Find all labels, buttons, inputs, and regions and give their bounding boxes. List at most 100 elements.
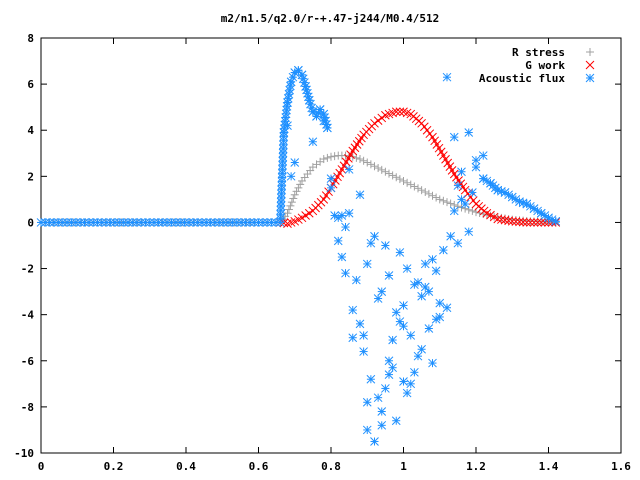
data-point xyxy=(460,185,470,195)
data-point xyxy=(395,248,405,257)
data-point xyxy=(286,171,296,181)
data-point xyxy=(279,218,289,228)
data-point xyxy=(356,155,364,164)
data-point xyxy=(395,317,405,326)
legend-marker xyxy=(585,60,595,70)
data-point xyxy=(466,192,475,202)
data-point xyxy=(457,195,466,204)
data-point xyxy=(373,294,383,303)
data-point xyxy=(319,195,329,204)
data-point xyxy=(323,153,332,162)
data-point xyxy=(533,218,542,227)
data-point xyxy=(366,238,376,248)
data-point xyxy=(381,241,390,250)
data-point xyxy=(370,162,379,171)
data-point xyxy=(359,331,368,340)
data-point xyxy=(290,190,299,199)
data-point xyxy=(277,177,287,186)
data-point xyxy=(286,77,296,87)
data-series xyxy=(36,65,561,446)
legend-label: G work xyxy=(525,59,565,72)
data-point xyxy=(399,321,408,331)
data-point xyxy=(391,308,401,317)
data-point xyxy=(278,156,288,166)
data-point xyxy=(362,425,372,435)
data-point xyxy=(374,164,383,173)
x-tick-label: 1.4 xyxy=(539,460,559,473)
data-point xyxy=(377,165,386,174)
data-point xyxy=(507,216,517,226)
data-point xyxy=(500,215,510,225)
data-point xyxy=(526,218,535,227)
data-point xyxy=(326,183,336,193)
data-point xyxy=(337,252,347,262)
data-point xyxy=(277,189,286,199)
data-point xyxy=(439,196,448,205)
data-point xyxy=(171,218,181,227)
data-point xyxy=(175,218,185,227)
data-point xyxy=(428,191,437,200)
data-point xyxy=(522,218,532,227)
data-point xyxy=(395,107,405,117)
data-point xyxy=(119,218,129,227)
data-point xyxy=(392,173,401,182)
data-point xyxy=(428,358,437,368)
data-point xyxy=(453,181,463,190)
data-point xyxy=(406,379,416,389)
data-point xyxy=(201,218,211,227)
data-point xyxy=(460,199,470,209)
data-point xyxy=(341,268,350,278)
data-point xyxy=(449,132,459,142)
y-tick-label: 2 xyxy=(27,170,34,183)
data-point xyxy=(71,218,81,227)
data-point xyxy=(279,132,289,141)
y-tick-label: 6 xyxy=(27,78,34,91)
data-point xyxy=(464,128,474,137)
data-point xyxy=(359,347,368,356)
data-point xyxy=(518,217,528,227)
data-point xyxy=(471,162,481,172)
data-point xyxy=(330,152,339,161)
data-point xyxy=(344,165,354,174)
data-point xyxy=(366,374,376,384)
legend-label: R stress xyxy=(512,46,565,59)
data-point xyxy=(420,259,430,269)
data-point xyxy=(399,176,408,185)
data-point xyxy=(308,107,318,117)
x-tick-label: 0.2 xyxy=(104,460,124,473)
data-point xyxy=(493,214,503,224)
data-point xyxy=(403,178,412,187)
data-point xyxy=(337,211,347,220)
data-point xyxy=(294,183,303,192)
data-point xyxy=(377,407,387,416)
data-point xyxy=(515,217,524,227)
data-point xyxy=(468,188,477,197)
x-tick-label: 0.6 xyxy=(249,460,269,473)
data-point xyxy=(551,216,561,226)
data-point xyxy=(283,121,292,130)
data-point xyxy=(287,198,296,207)
data-point xyxy=(327,152,335,161)
data-point xyxy=(319,116,329,126)
data-point xyxy=(406,180,415,189)
data-point xyxy=(453,238,463,248)
legend-marker xyxy=(585,73,595,83)
y-tick-label: 8 xyxy=(27,32,34,45)
y-tick-label: -4 xyxy=(21,309,35,322)
data-point xyxy=(391,416,401,426)
data-point xyxy=(276,193,286,203)
data-point xyxy=(355,319,365,329)
data-point xyxy=(158,218,168,227)
data-point xyxy=(214,218,224,227)
data-point xyxy=(391,107,401,117)
data-point xyxy=(381,384,390,393)
data-point xyxy=(284,205,293,214)
data-point xyxy=(388,171,397,180)
data-point xyxy=(435,195,444,204)
plot-frame xyxy=(40,37,622,454)
data-point xyxy=(529,218,539,227)
x-tick-label: 0.8 xyxy=(321,460,341,473)
data-point xyxy=(167,218,176,227)
data-point xyxy=(301,82,310,91)
